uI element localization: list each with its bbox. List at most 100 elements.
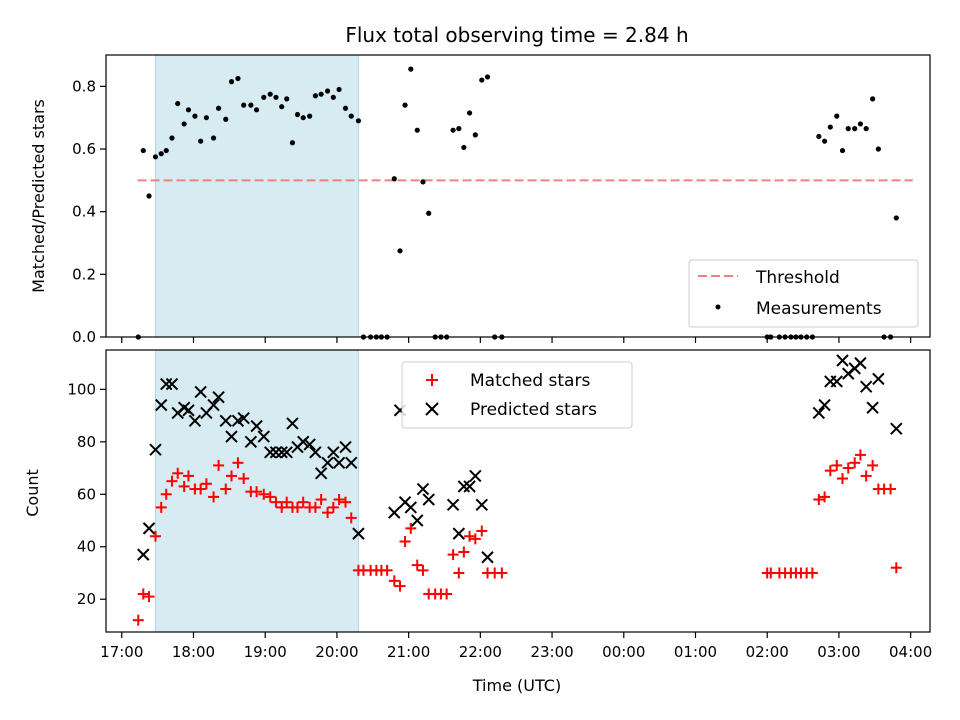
panel-count: 20 40 60 80 100 17:00 18:00 19:00 20:00 21:00 22:…	[23, 349, 932, 695]
measurement-point	[484, 74, 491, 80]
matched-stars-points	[132, 449, 902, 626]
legend-count-box	[401, 361, 633, 429]
measurement-point	[312, 93, 319, 99]
matched-star-point	[195, 483, 207, 495]
x-tick-label: 21:00	[387, 643, 430, 661]
measurement-point	[215, 105, 222, 111]
measurement-point	[140, 147, 146, 154]
predicted-star-point	[297, 435, 310, 449]
predicted-star-point	[812, 406, 826, 420]
y-tick-label: 100	[67, 380, 96, 398]
predicted-star-point	[137, 548, 150, 561]
predicted-star-point	[314, 467, 328, 480]
matched-star-point	[309, 501, 321, 513]
predicted-star-point	[404, 501, 417, 514]
measurement-point	[267, 91, 273, 97]
legend-ratio-box	[688, 259, 919, 328]
predicted-star-point	[237, 411, 250, 425]
predicted-star-point	[830, 375, 843, 388]
legend-threshold-label: Threshold	[755, 268, 840, 288]
legend-predicted-swatch	[425, 402, 439, 416]
predicted-star-point	[422, 493, 435, 506]
predicted-star-point	[182, 404, 195, 417]
predicted-star-point	[142, 522, 156, 535]
predicted-star-point	[244, 435, 258, 449]
measurement-point	[279, 104, 285, 110]
measurement-point	[181, 121, 187, 127]
predicted-star-point	[866, 401, 879, 414]
matched-star-point	[327, 501, 339, 513]
measurement-point	[870, 96, 876, 102]
matched-star-point	[172, 467, 184, 479]
matched-star-point	[860, 470, 872, 482]
predicted-star-point	[352, 527, 365, 540]
predicted-star-point	[280, 446, 293, 459]
predicted-star-point	[452, 527, 466, 540]
matched-star-point	[251, 486, 263, 498]
measurement-point	[192, 113, 198, 119]
x-axis-label: Time (UTC)	[472, 676, 561, 695]
matched-star-point	[238, 473, 250, 485]
matched-star-point	[476, 525, 488, 537]
matched-star-point	[213, 459, 225, 471]
x-tick-label: 17:00	[100, 643, 143, 661]
measurement-point	[456, 126, 462, 132]
matched-star-point	[264, 491, 276, 503]
predicted-star-point	[257, 430, 270, 443]
matched-star-point	[132, 614, 144, 626]
predicted-star-point	[836, 354, 849, 367]
legend-count: Matched stars Predicted stars	[401, 361, 633, 429]
predicted-star-point	[250, 419, 263, 433]
legend-matched-label: Matched stars	[470, 371, 590, 391]
predicted-star-point	[457, 480, 471, 493]
predicted-star-point	[411, 514, 424, 527]
predicted-star-point	[303, 438, 316, 451]
matched-star-point	[381, 564, 393, 576]
measurement-point	[294, 111, 301, 118]
predicted-star-point	[416, 482, 430, 496]
matched-star-point	[806, 567, 818, 579]
predicted-star-point	[463, 480, 476, 493]
matched-star-point	[297, 496, 309, 508]
measurement-points	[135, 66, 899, 340]
matched-star-point	[885, 483, 897, 495]
measurement-point	[852, 126, 858, 132]
matched-star-point	[842, 462, 854, 474]
legend-measurements-label: Measurements	[756, 299, 882, 319]
panel-count-frame	[105, 349, 931, 633]
measurement-point	[408, 66, 414, 72]
matched-star-point	[813, 494, 825, 506]
measurement-point	[336, 86, 342, 93]
matched-star-point	[388, 575, 400, 587]
measurement-point	[391, 176, 397, 182]
y-tick-label: 0.4	[72, 203, 96, 221]
measurement-point	[875, 146, 881, 152]
x-tick-label: 18:00	[172, 643, 215, 661]
matched-star-point	[405, 522, 417, 534]
predicted-star-point	[345, 456, 358, 470]
measurement-point	[472, 132, 478, 138]
predicted-star-point	[859, 380, 873, 393]
matched-star-point	[182, 470, 194, 482]
measurement-point	[348, 113, 354, 119]
predicted-star-point	[890, 422, 903, 435]
predicted-star-point	[207, 398, 220, 412]
matched-star-point	[315, 494, 327, 506]
predicted-star-point	[155, 398, 168, 412]
predicted-star-point	[321, 456, 334, 470]
measurement-point	[342, 105, 349, 111]
y-tick-label: 40	[77, 538, 96, 556]
predicted-star-point	[339, 440, 352, 454]
y-tick-label: 80	[77, 433, 96, 451]
measurement-point	[893, 215, 899, 221]
predicted-star-point	[332, 456, 346, 470]
matched-star-point	[220, 483, 232, 495]
measurement-point	[273, 94, 279, 100]
measurement-point	[414, 127, 420, 133]
measurement-point	[821, 138, 828, 144]
panel-ratio-frame	[105, 54, 931, 338]
measurement-point	[146, 193, 152, 199]
measurement-point	[318, 91, 324, 97]
legend-predicted-label: Predicted stars	[470, 400, 597, 420]
measurement-point	[289, 140, 296, 146]
